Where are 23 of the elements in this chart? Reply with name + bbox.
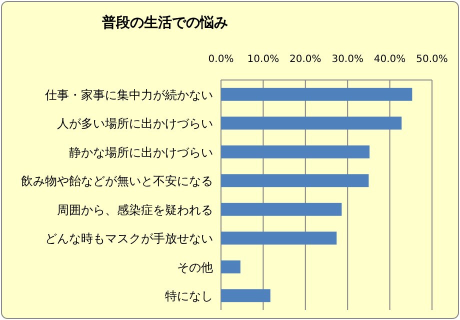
x-tick-label: 20.0%: [290, 54, 322, 65]
bar: [221, 260, 240, 274]
y-tick-label: 人が多い場所に出かけづらい: [57, 116, 213, 131]
bar: [221, 202, 342, 216]
x-tick-label: 10.0%: [247, 54, 280, 65]
y-tick-label: 仕事・家事に集中力が続かない: [44, 88, 213, 102]
bar: [221, 88, 412, 101]
y-tick-label: 周囲から、感染症を疑われる: [57, 202, 213, 217]
y-tick-label: どんな時もマスクが手放せない: [45, 232, 213, 246]
y-tick-label: その他: [177, 260, 213, 274]
y-tick-label: 静かな場所に出かけづらい: [69, 145, 213, 160]
bar: [221, 232, 337, 245]
y-tick-label: 飲み物や飴などが無いと不安になる: [21, 174, 213, 188]
x-tick-label: 40.0%: [374, 54, 406, 65]
x-tick-label: 50.0%: [416, 54, 448, 65]
bar: [221, 289, 270, 302]
bar: [221, 116, 402, 130]
y-tick-label: 特になし: [165, 289, 213, 304]
bar: [221, 145, 370, 158]
chart-title: 普段の生活での悩み: [101, 14, 228, 31]
bar: [221, 174, 369, 188]
x-tick-label: 0.0%: [208, 54, 234, 65]
x-tick-label: 30.0%: [332, 54, 364, 65]
